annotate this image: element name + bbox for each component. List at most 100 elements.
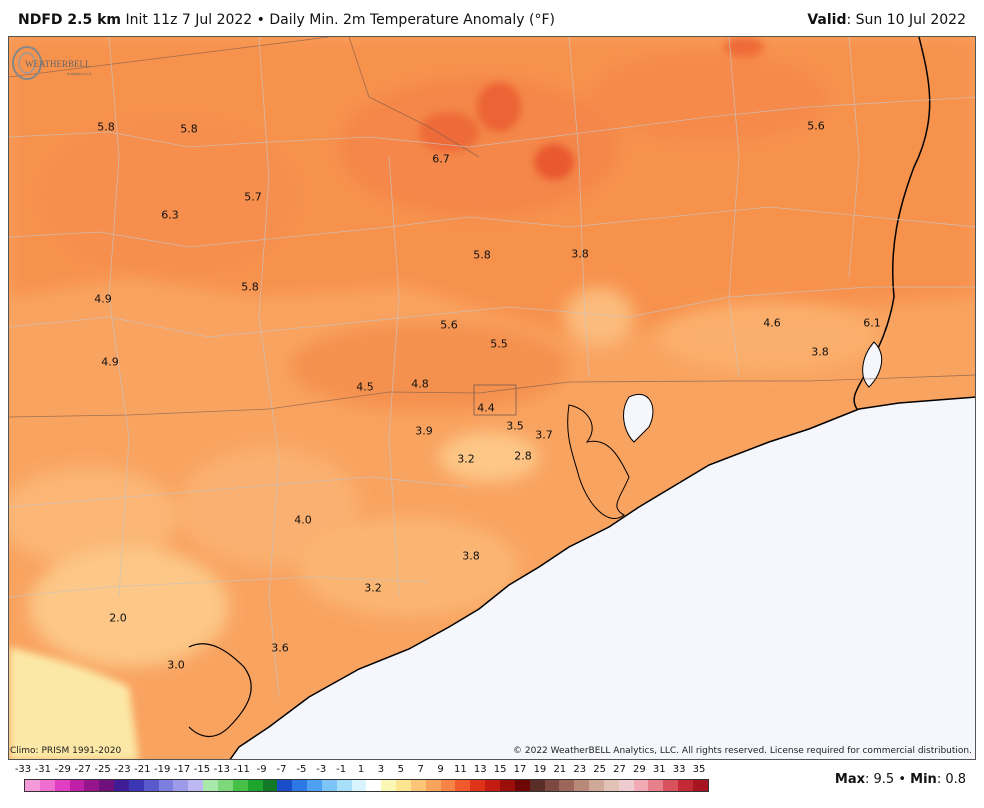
scale-swatch bbox=[440, 780, 456, 791]
header: NDFD 2.5 km Init 11z 7 Jul 2022 • Daily … bbox=[0, 0, 984, 36]
galveston-bay bbox=[567, 404, 630, 519]
max-label: Max bbox=[834, 772, 866, 787]
scale-swatch bbox=[500, 780, 515, 791]
scale-swatch bbox=[247, 780, 263, 791]
anomaly-value-label: 2.8 bbox=[514, 449, 532, 463]
scale-swatch bbox=[529, 780, 545, 791]
anomaly-value-label: 3.0 bbox=[167, 658, 185, 672]
anomaly-value-label: 5.8 bbox=[180, 122, 198, 136]
anomaly-value-label: 5.8 bbox=[473, 248, 491, 262]
scale-swatch bbox=[589, 780, 604, 791]
scale-label: -13 bbox=[213, 764, 230, 775]
scale-swatch bbox=[559, 780, 575, 791]
map-title: NDFD 2.5 km Init 11z 7 Jul 2022 • Daily … bbox=[18, 12, 555, 28]
scale-swatch bbox=[351, 780, 367, 791]
min-label: Min bbox=[910, 772, 937, 787]
scale-swatch bbox=[277, 780, 293, 791]
init-time: Init 11z 7 Jul 2022 bbox=[125, 12, 253, 28]
scale-label: 23 bbox=[573, 764, 587, 775]
color-scale: -33 -31 -29 -27 -25 -23 -21 -19 -17 -15 -13 -11 -9 -7… bbox=[14, 764, 709, 800]
sabine-lake bbox=[862, 341, 883, 388]
max-value: : 9.5 • bbox=[865, 772, 907, 787]
anomaly-value-label: 5.6 bbox=[807, 119, 825, 133]
anomaly-value-label: 5.5 bbox=[490, 337, 508, 351]
anomaly-value-label: 2.0 bbox=[109, 611, 127, 625]
scale-label: 17 bbox=[513, 764, 527, 775]
scale-swatch bbox=[262, 780, 278, 791]
scale-label: -31 bbox=[34, 764, 52, 775]
scale-label: -33 bbox=[14, 764, 32, 775]
scale-label: -19 bbox=[154, 764, 171, 775]
anomaly-value-label: 3.8 bbox=[462, 549, 480, 563]
valid-value: : Sun 10 Jul 2022 bbox=[846, 12, 967, 28]
valid-label: Valid bbox=[807, 12, 847, 28]
scale-swatch bbox=[99, 780, 115, 791]
scale-label: -23 bbox=[114, 764, 131, 775]
anomaly-field-cool bbox=[9, 287, 879, 667]
scale-swatch bbox=[336, 780, 352, 791]
weatherbell-logo: WEATHERBELL Analytics LLC bbox=[12, 46, 92, 80]
scale-label: 25 bbox=[593, 764, 606, 775]
scale-label: -9 bbox=[256, 764, 267, 775]
scale-swatch bbox=[158, 780, 174, 791]
scale-swatch bbox=[618, 780, 634, 791]
scale-label: -21 bbox=[134, 764, 151, 775]
anomaly-value-label: 5.7 bbox=[244, 190, 262, 204]
svg-text:WEATHERBELL: WEATHERBELL bbox=[25, 59, 91, 69]
scale-label: -17 bbox=[173, 764, 191, 775]
valid-time: Valid: Sun 10 Jul 2022 bbox=[807, 12, 966, 28]
svg-text:Analytics LLC: Analytics LLC bbox=[67, 71, 92, 76]
scale-label: -7 bbox=[276, 764, 287, 775]
scale-label: -3 bbox=[316, 764, 327, 775]
scale-swatch bbox=[366, 780, 382, 791]
scale-swatch bbox=[470, 780, 486, 791]
scale-label: 27 bbox=[613, 764, 626, 775]
anomaly-value-label: 4.5 bbox=[356, 380, 374, 394]
scale-label: 13 bbox=[473, 764, 487, 775]
scale-bar bbox=[24, 779, 709, 792]
anomaly-field-warm bbox=[9, 37, 975, 412]
anomaly-value-label: 3.9 bbox=[415, 424, 433, 438]
product-name: Daily Min. 2m Temperature Anomaly (°F) bbox=[269, 12, 555, 28]
scale-swatch bbox=[663, 780, 679, 791]
scale-swatch bbox=[188, 780, 204, 791]
scale-swatch bbox=[54, 780, 70, 791]
anomaly-value-label: 3.5 bbox=[506, 419, 524, 433]
anomaly-value-label: 3.2 bbox=[457, 452, 475, 466]
scale-swatch bbox=[217, 780, 233, 791]
anomaly-value-label: 3.7 bbox=[535, 428, 553, 442]
anomaly-value-label: 4.0 bbox=[294, 513, 312, 527]
scale-swatch bbox=[307, 780, 322, 791]
anomaly-value-label: 4.9 bbox=[94, 292, 112, 306]
scale-swatch bbox=[69, 780, 85, 791]
scale-swatch bbox=[678, 780, 693, 791]
anomaly-field-low bbox=[9, 647, 139, 759]
scale-swatch bbox=[114, 780, 129, 791]
scale-swatch bbox=[39, 780, 55, 791]
scale-label: 11 bbox=[454, 764, 467, 775]
scale-label: -29 bbox=[54, 764, 71, 775]
anomaly-value-label: 5.8 bbox=[97, 120, 115, 134]
scale-swatch bbox=[544, 780, 560, 791]
scale-swatch bbox=[514, 780, 530, 791]
scale-label: 35 bbox=[692, 764, 706, 775]
anomaly-value-label: 3.6 bbox=[271, 641, 289, 655]
scale-label: 29 bbox=[632, 764, 646, 775]
scale-label: 15 bbox=[493, 764, 507, 775]
min-value: : 0.8 bbox=[936, 772, 966, 787]
model-name: NDFD 2.5 km bbox=[18, 12, 121, 28]
anomaly-value-label: 4.4 bbox=[477, 401, 495, 415]
scale-swatch bbox=[603, 780, 619, 791]
scale-swatch bbox=[648, 780, 664, 791]
scale-swatch bbox=[425, 780, 441, 791]
scale-label: -15 bbox=[193, 764, 211, 775]
scale-label: 9 bbox=[437, 764, 444, 775]
climo-note: Climo: PRISM 1991-2020 bbox=[10, 746, 122, 756]
copyright-note: © 2022 WeatherBELL Analytics, LLC. All r… bbox=[513, 746, 972, 756]
anomaly-value-label: 6.1 bbox=[863, 316, 881, 330]
gulf-of-mexico-water bbox=[230, 397, 975, 759]
map-panel: 5.8 5.8 5.6 6.7 5.7 6.3 5.8 3.8 5.8 4.9 5.6 4.6 6.1 5… bbox=[8, 36, 976, 760]
state-boundaries bbox=[9, 37, 975, 418]
scale-label: 1 bbox=[357, 764, 365, 775]
scale-label: 19 bbox=[533, 764, 547, 775]
